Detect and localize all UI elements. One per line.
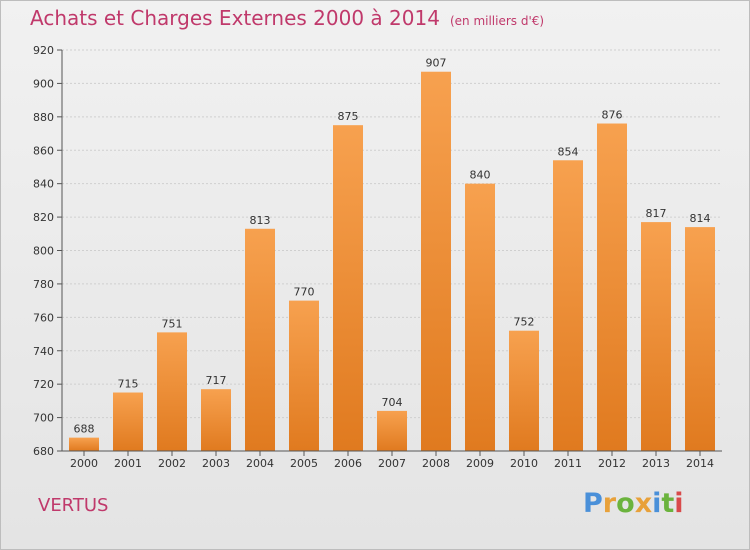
logo-letter: o xyxy=(616,488,635,519)
x-tick-label: 2006 xyxy=(334,457,362,470)
y-tick-label: 680 xyxy=(33,445,54,458)
axes: 680 700 720 740 760 780 800 820 840 860 880 900 920 2… xyxy=(33,44,722,470)
bar xyxy=(69,437,99,451)
bar-value-label: 854 xyxy=(558,145,579,158)
logo-letter: i xyxy=(652,488,662,519)
bar-value-label: 817 xyxy=(646,207,667,220)
bar-value-label: 770 xyxy=(294,286,315,299)
logo-letter: P xyxy=(583,488,603,519)
bar xyxy=(685,227,715,451)
commune-name: VERTUS xyxy=(38,495,109,516)
y-tick-label: 760 xyxy=(33,311,54,324)
bar xyxy=(289,300,319,451)
x-tick-label: 2013 xyxy=(642,457,670,470)
logo-letter: r xyxy=(602,488,617,519)
x-tick-label: 2000 xyxy=(70,457,98,470)
bar xyxy=(553,160,583,451)
chart-subtitle: (en milliers d'€) xyxy=(449,14,545,28)
bar xyxy=(157,332,187,451)
y-tick-label: 900 xyxy=(33,77,54,90)
x-tick-label: 2002 xyxy=(158,457,186,470)
bar xyxy=(597,123,627,452)
y-tick-label: 860 xyxy=(33,144,54,157)
x-tick-label: 2010 xyxy=(510,457,538,470)
bar-value-label: 715 xyxy=(118,378,139,391)
bar-value-label: 814 xyxy=(690,212,711,225)
bar-value-label: 876 xyxy=(602,109,623,122)
bar-value-label: 813 xyxy=(250,214,271,227)
bar-value-label: 717 xyxy=(206,374,227,387)
y-tick-label: 720 xyxy=(33,378,54,391)
logo-letter: t xyxy=(661,488,675,519)
bars: 688 715 751 717 813 770 875 704 907 840 752 854 876 8… xyxy=(69,57,715,452)
bar xyxy=(509,330,539,451)
y-tick-label: 740 xyxy=(33,345,54,358)
bar-value-label: 875 xyxy=(338,110,359,123)
x-tick-label: 2007 xyxy=(378,457,406,470)
x-tick-label: 2014 xyxy=(686,457,714,470)
logo-letter: i xyxy=(674,488,684,519)
logo-letter: x xyxy=(634,488,653,519)
x-tick-label: 2008 xyxy=(422,457,450,470)
y-tick-label: 780 xyxy=(33,278,54,291)
x-tick-label: 2003 xyxy=(202,457,230,470)
x-tick-label: 2001 xyxy=(114,457,142,470)
y-tick-label: 920 xyxy=(33,44,54,57)
x-tick-label: 2012 xyxy=(598,457,626,470)
y-tick-label: 800 xyxy=(33,245,54,258)
y-tick-label: 820 xyxy=(33,211,54,224)
bar xyxy=(201,389,231,451)
bar xyxy=(377,410,407,451)
y-tick-label: 840 xyxy=(33,178,54,191)
bar xyxy=(465,183,495,451)
bar xyxy=(641,222,671,451)
bar-value-label: 840 xyxy=(470,169,491,182)
bar xyxy=(421,71,451,452)
chart-title-block: Achats et Charges Externes 2000 à 2014 (e… xyxy=(30,6,544,30)
bar-value-label: 752 xyxy=(514,316,535,329)
bar-value-label: 704 xyxy=(382,396,403,409)
bar xyxy=(113,392,143,451)
bar-value-label: 907 xyxy=(426,57,447,70)
x-tick-label: 2009 xyxy=(466,457,494,470)
bar xyxy=(245,228,275,451)
chart-title: Achats et Charges Externes 2000 à 2014 xyxy=(30,6,440,30)
bar-value-label: 751 xyxy=(162,317,183,330)
proxiti-logo: Proxiti xyxy=(583,488,684,519)
bar-value-label: 688 xyxy=(74,423,95,436)
x-tick-label: 2004 xyxy=(246,457,274,470)
x-tick-label: 2005 xyxy=(290,457,318,470)
y-tick-label: 880 xyxy=(33,111,54,124)
x-tick-label: 2011 xyxy=(554,457,582,470)
bar xyxy=(333,125,363,451)
y-tick-label: 700 xyxy=(33,412,54,425)
